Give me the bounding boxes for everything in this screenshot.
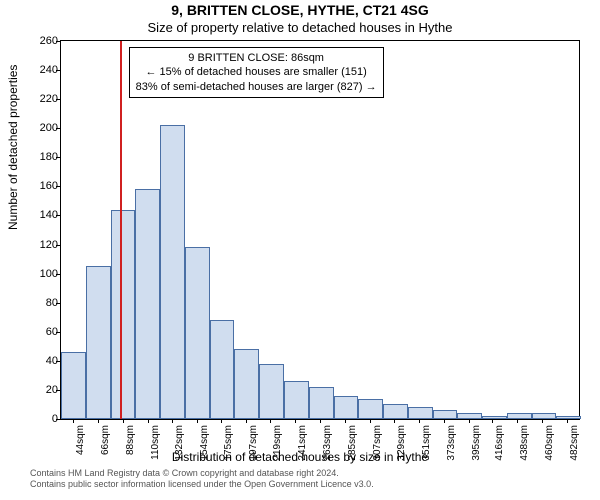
histogram-bar <box>111 210 136 419</box>
y-tick-mark <box>56 419 60 420</box>
y-tick-label: 220 <box>18 93 58 105</box>
y-tick-mark <box>56 70 60 71</box>
x-tick-mark <box>567 419 568 423</box>
histogram-bar <box>61 352 86 419</box>
x-axis-label: Distribution of detached houses by size … <box>0 450 600 464</box>
y-tick-mark <box>56 99 60 100</box>
y-tick-mark <box>56 186 60 187</box>
histogram-bar <box>383 404 408 419</box>
footer-attribution: Contains HM Land Registry data © Crown c… <box>30 468 374 491</box>
y-tick-mark <box>56 332 60 333</box>
y-tick-label: 140 <box>18 209 58 221</box>
x-tick-mark <box>73 419 74 423</box>
chart-container: 9, BRITTEN CLOSE, HYTHE, CT21 4SG Size o… <box>0 0 600 500</box>
histogram-bar <box>160 125 185 419</box>
y-tick-mark <box>56 128 60 129</box>
y-tick-mark <box>56 157 60 158</box>
y-tick-mark <box>56 274 60 275</box>
y-tick-label: 200 <box>18 122 58 134</box>
x-tick-mark <box>345 419 346 423</box>
histogram-bar <box>358 399 383 419</box>
annotation-text: 83% of semi-detached houses are larger (… <box>136 80 377 94</box>
histogram-bar <box>210 320 235 419</box>
annotation-box: 9 BRITTEN CLOSE: 86sqm← 15% of detached … <box>129 47 384 98</box>
y-tick-label: 120 <box>18 239 58 251</box>
y-tick-mark <box>56 390 60 391</box>
y-tick-label: 40 <box>18 355 58 367</box>
histogram-bar <box>507 413 532 419</box>
histogram-bar <box>86 266 111 419</box>
histogram-bar <box>234 349 259 419</box>
y-tick-label: 60 <box>18 326 58 338</box>
histogram-bar <box>259 364 284 419</box>
x-tick-mark <box>517 419 518 423</box>
histogram-bar <box>334 396 359 419</box>
x-tick-mark <box>295 419 296 423</box>
y-tick-label: 20 <box>18 384 58 396</box>
footer-line-2: Contains public sector information licen… <box>30 479 374 490</box>
x-tick-mark <box>542 419 543 423</box>
footer-line-1: Contains HM Land Registry data © Crown c… <box>30 468 374 479</box>
y-tick-label: 180 <box>18 151 58 163</box>
histogram-bar <box>482 416 507 419</box>
y-axis-label: Number of detached properties <box>6 65 20 230</box>
x-tick-mark <box>221 419 222 423</box>
histogram-bar <box>457 413 482 419</box>
histogram-bar <box>433 410 458 419</box>
y-tick-label: 80 <box>18 297 58 309</box>
histogram-bar <box>284 381 309 419</box>
y-tick-label: 0 <box>18 413 58 425</box>
x-tick-mark <box>123 419 124 423</box>
x-tick-mark <box>197 419 198 423</box>
title-sub: Size of property relative to detached ho… <box>0 20 600 35</box>
x-tick-mark <box>370 419 371 423</box>
x-tick-mark <box>444 419 445 423</box>
plot-area: 9 BRITTEN CLOSE: 86sqm← 15% of detached … <box>60 40 580 420</box>
x-tick-mark <box>419 419 420 423</box>
histogram-bar <box>185 247 210 419</box>
x-tick-mark <box>394 419 395 423</box>
y-tick-label: 240 <box>18 64 58 76</box>
x-tick-mark <box>320 419 321 423</box>
histogram-bar <box>309 387 334 419</box>
annotation-text: ← 15% of detached houses are smaller (15… <box>136 65 377 79</box>
x-tick-mark <box>492 419 493 423</box>
y-tick-mark <box>56 361 60 362</box>
histogram-bar <box>532 413 557 419</box>
title-main: 9, BRITTEN CLOSE, HYTHE, CT21 4SG <box>0 2 600 18</box>
y-tick-mark <box>56 215 60 216</box>
x-tick-mark <box>246 419 247 423</box>
histogram-bar <box>408 407 433 419</box>
x-tick-mark <box>98 419 99 423</box>
reference-line <box>120 41 122 419</box>
x-tick-mark <box>469 419 470 423</box>
y-tick-mark <box>56 303 60 304</box>
y-tick-label: 100 <box>18 268 58 280</box>
y-tick-mark <box>56 245 60 246</box>
y-tick-label: 160 <box>18 180 58 192</box>
annotation-text: 9 BRITTEN CLOSE: 86sqm <box>136 51 377 65</box>
y-tick-label: 260 <box>18 35 58 47</box>
x-tick-mark <box>172 419 173 423</box>
y-tick-mark <box>56 41 60 42</box>
x-tick-mark <box>270 419 271 423</box>
x-tick-mark <box>148 419 149 423</box>
histogram-bar <box>135 189 160 419</box>
histogram-bar <box>556 416 581 419</box>
